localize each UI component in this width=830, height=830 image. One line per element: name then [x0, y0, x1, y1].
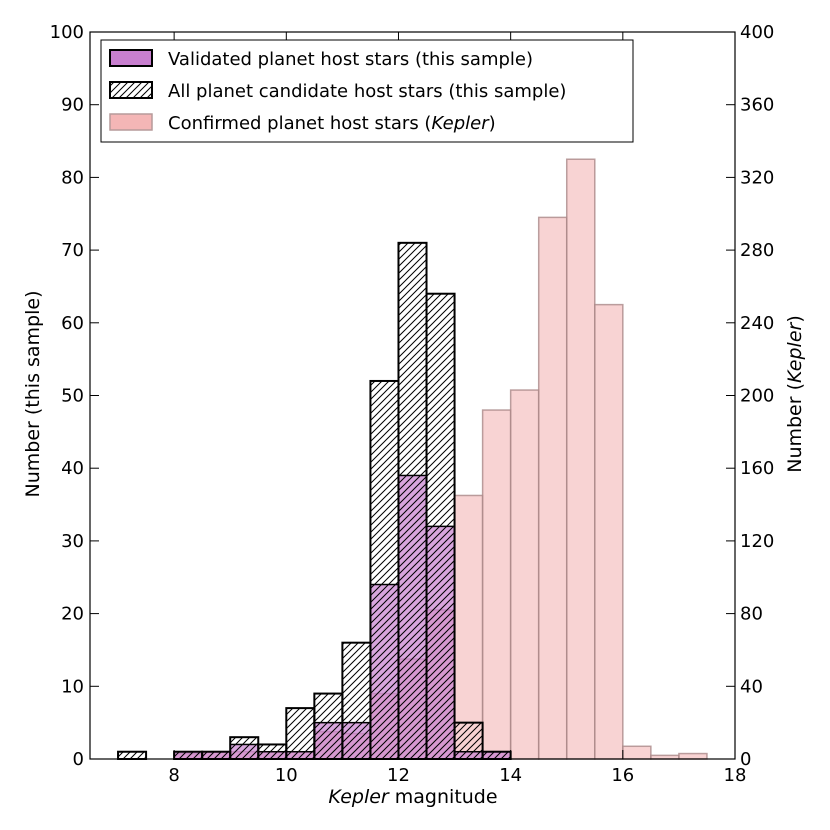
bar-confirmed-14	[509, 389, 540, 760]
bar-candidates-11.5	[369, 379, 400, 760]
y2-tick-label-0: 0	[740, 749, 751, 770]
y-tick-label-0: 0	[73, 749, 84, 770]
y-tick-label-80: 80	[61, 167, 84, 188]
legend-frame	[100, 39, 634, 143]
x-tick-label-14: 14	[499, 765, 522, 786]
bar-confirmed-15	[565, 158, 596, 760]
legend-label-candidates: All planet candidate host stars (this sa…	[168, 81, 566, 102]
bar-confirmed-13	[453, 494, 484, 760]
x-tick-label-8: 8	[168, 765, 179, 786]
bar-candidates-7	[117, 750, 148, 760]
bar-candidates-9.5	[257, 743, 288, 761]
bar-confirmed-17	[678, 752, 708, 760]
y-tick-label-90: 90	[61, 95, 84, 116]
bar-confirmed-13.5	[481, 409, 512, 760]
y-tick-label-20: 20	[61, 604, 84, 625]
y2-tick-label-80: 80	[740, 604, 763, 625]
bar-candidates-13.5	[481, 750, 512, 760]
y2-tick-label-120: 120	[740, 531, 774, 552]
y2-tick-label-320: 320	[740, 167, 774, 188]
x-tick-label-18: 18	[724, 765, 747, 786]
y2-tick-label-240: 240	[740, 313, 774, 334]
bar-candidates-9	[229, 736, 260, 761]
bar-candidates-10.5	[313, 692, 344, 761]
y2-tick-label-400: 400	[740, 22, 774, 43]
legend-label-confirmed: Confirmed planet host stars (Kepler)	[168, 113, 496, 134]
y2-tick-label-280: 280	[740, 240, 774, 261]
bar-candidates-8	[173, 750, 204, 760]
bars-layer	[117, 158, 708, 761]
legend-label-validated: Validated planet host stars (this sample…	[168, 49, 533, 70]
x-tick-label-12: 12	[387, 765, 410, 786]
y-tick-label-100: 100	[50, 22, 84, 43]
bar-candidates-12	[397, 241, 428, 760]
bar-confirmed-16	[622, 745, 652, 760]
y-tick-label-40: 40	[61, 458, 84, 479]
bar-candidates-12.5	[425, 292, 456, 760]
legend: Validated planet host stars (this sample…	[100, 39, 634, 143]
y-tick-label-70: 70	[61, 240, 84, 261]
axes-layer: 8 10 12 14 16 1801020304050607080901000408012…	[50, 22, 775, 786]
y2-tick-label-40: 40	[740, 676, 763, 697]
legend-swatch-validated	[109, 49, 153, 67]
bar-candidates-10	[285, 707, 316, 760]
x-axis-label: Kepler magnitude	[328, 786, 497, 808]
series-2	[117, 241, 512, 761]
y2-tick-label-360: 360	[740, 95, 774, 116]
legend-swatch-candidates	[109, 81, 153, 99]
y2-tick-label-200: 200	[740, 386, 774, 407]
y2-axis-label: Number (Kepler)	[784, 315, 806, 473]
legend-swatch-confirmed	[109, 113, 153, 131]
y-tick-label-50: 50	[61, 386, 84, 407]
bar-candidates-8.5	[201, 750, 232, 760]
x-tick-label-16: 16	[611, 765, 634, 786]
x-tick-label-10: 10	[275, 765, 298, 786]
bar-confirmed-15.5	[594, 303, 624, 760]
y2-tick-label-160: 160	[740, 458, 774, 479]
bar-candidates-13	[453, 721, 484, 761]
y-tick-label-10: 10	[61, 676, 84, 697]
y-tick-label-60: 60	[61, 313, 84, 334]
bar-confirmed-14.5	[537, 216, 568, 760]
y-tick-label-30: 30	[61, 531, 84, 552]
bar-candidates-11	[341, 641, 372, 760]
y-axis-label: Number (this sample)	[22, 291, 44, 498]
